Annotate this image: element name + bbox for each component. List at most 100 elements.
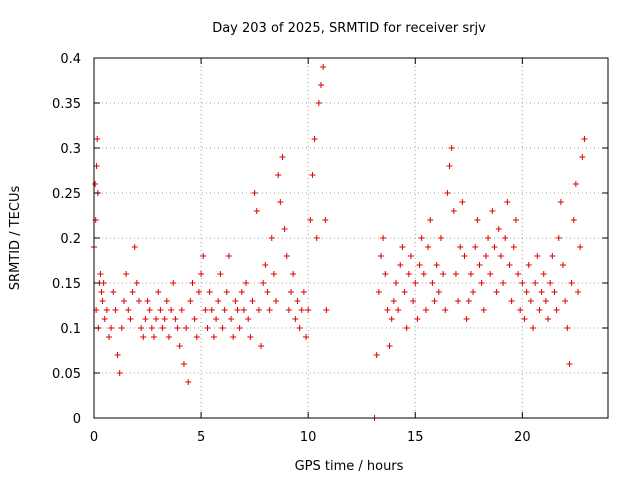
data-point [470,289,477,295]
data-point [253,208,260,214]
data-point [478,280,485,286]
data-point [198,271,205,277]
data-point [94,136,101,142]
data-point [296,325,303,331]
data-point [93,163,100,169]
data-point [249,298,256,304]
y-tick-label: 0.05 [52,367,81,382]
data-point [174,325,181,331]
data-point [165,334,172,340]
y-tick-label: 0.35 [52,97,81,112]
data-point [178,307,185,313]
data-point [459,199,466,205]
data-point [123,271,130,277]
data-point [118,325,125,331]
data-point [416,262,423,268]
data-point [260,280,267,286]
grid-lines [94,58,608,418]
data-point [131,244,138,250]
data-point [446,163,453,169]
data-point [570,217,577,223]
data-point [482,253,489,259]
data-point [313,235,320,241]
data-point [467,271,474,277]
data-point [532,280,539,286]
data-point [487,271,494,277]
x-tick-label: 5 [197,430,205,445]
data-point [172,316,179,322]
data-point [412,280,419,286]
data-point [202,307,209,313]
data-point [223,289,230,295]
data-point [534,253,541,259]
data-point [382,271,389,277]
data-point [480,307,487,313]
data-point [210,334,217,340]
data-point [200,253,207,259]
data-point [133,280,140,286]
data-point [373,352,380,358]
data-point [521,316,528,322]
data-point [298,307,305,313]
data-point [140,334,147,340]
data-point [180,361,187,367]
data-point [219,325,226,331]
data-point [551,289,558,295]
data-point [581,136,588,142]
data-point [144,298,151,304]
x-tick-label: 0 [90,430,98,445]
y-tick-label: 0.25 [52,187,81,202]
data-point [266,307,273,313]
data-point [414,316,421,322]
data-point [294,298,301,304]
data-point [553,307,560,313]
data-point [159,325,166,331]
data-point [455,298,462,304]
data-point [232,298,239,304]
data-point [395,307,402,313]
data-point [305,307,312,313]
data-point [193,334,200,340]
data-point [238,289,245,295]
data-point [103,307,110,313]
data-point [380,235,387,241]
data-point [508,298,515,304]
data-point [545,316,552,322]
data-point [258,343,265,349]
data-point [437,235,444,241]
data-point [440,271,447,277]
data-point [562,298,569,304]
data-point [283,253,290,259]
data-point [189,280,196,286]
x-axis-label: GPS time / hours [295,459,404,474]
data-point [403,325,410,331]
data-point [489,208,496,214]
data-point [221,307,228,313]
data-point [555,235,562,241]
data-point [303,334,310,340]
data-point [176,343,183,349]
data-point [519,280,526,286]
data-point [450,208,457,214]
data-point [230,334,237,340]
data-point [163,298,170,304]
data-point [148,325,155,331]
y-tick-label: 0 [73,412,81,427]
data-point [577,244,584,250]
data-point [461,253,468,259]
data-point [425,244,432,250]
data-point [285,307,292,313]
data-point [255,307,262,313]
data-point [195,289,202,295]
data-point [530,325,537,331]
data-point [204,325,211,331]
data-point [99,298,106,304]
data-point [560,262,567,268]
data-point [523,289,530,295]
data-point [407,253,414,259]
data-point [472,244,479,250]
data-point [384,307,391,313]
data-point [517,307,524,313]
data-point [397,262,404,268]
y-tick-label: 0.4 [60,52,81,67]
